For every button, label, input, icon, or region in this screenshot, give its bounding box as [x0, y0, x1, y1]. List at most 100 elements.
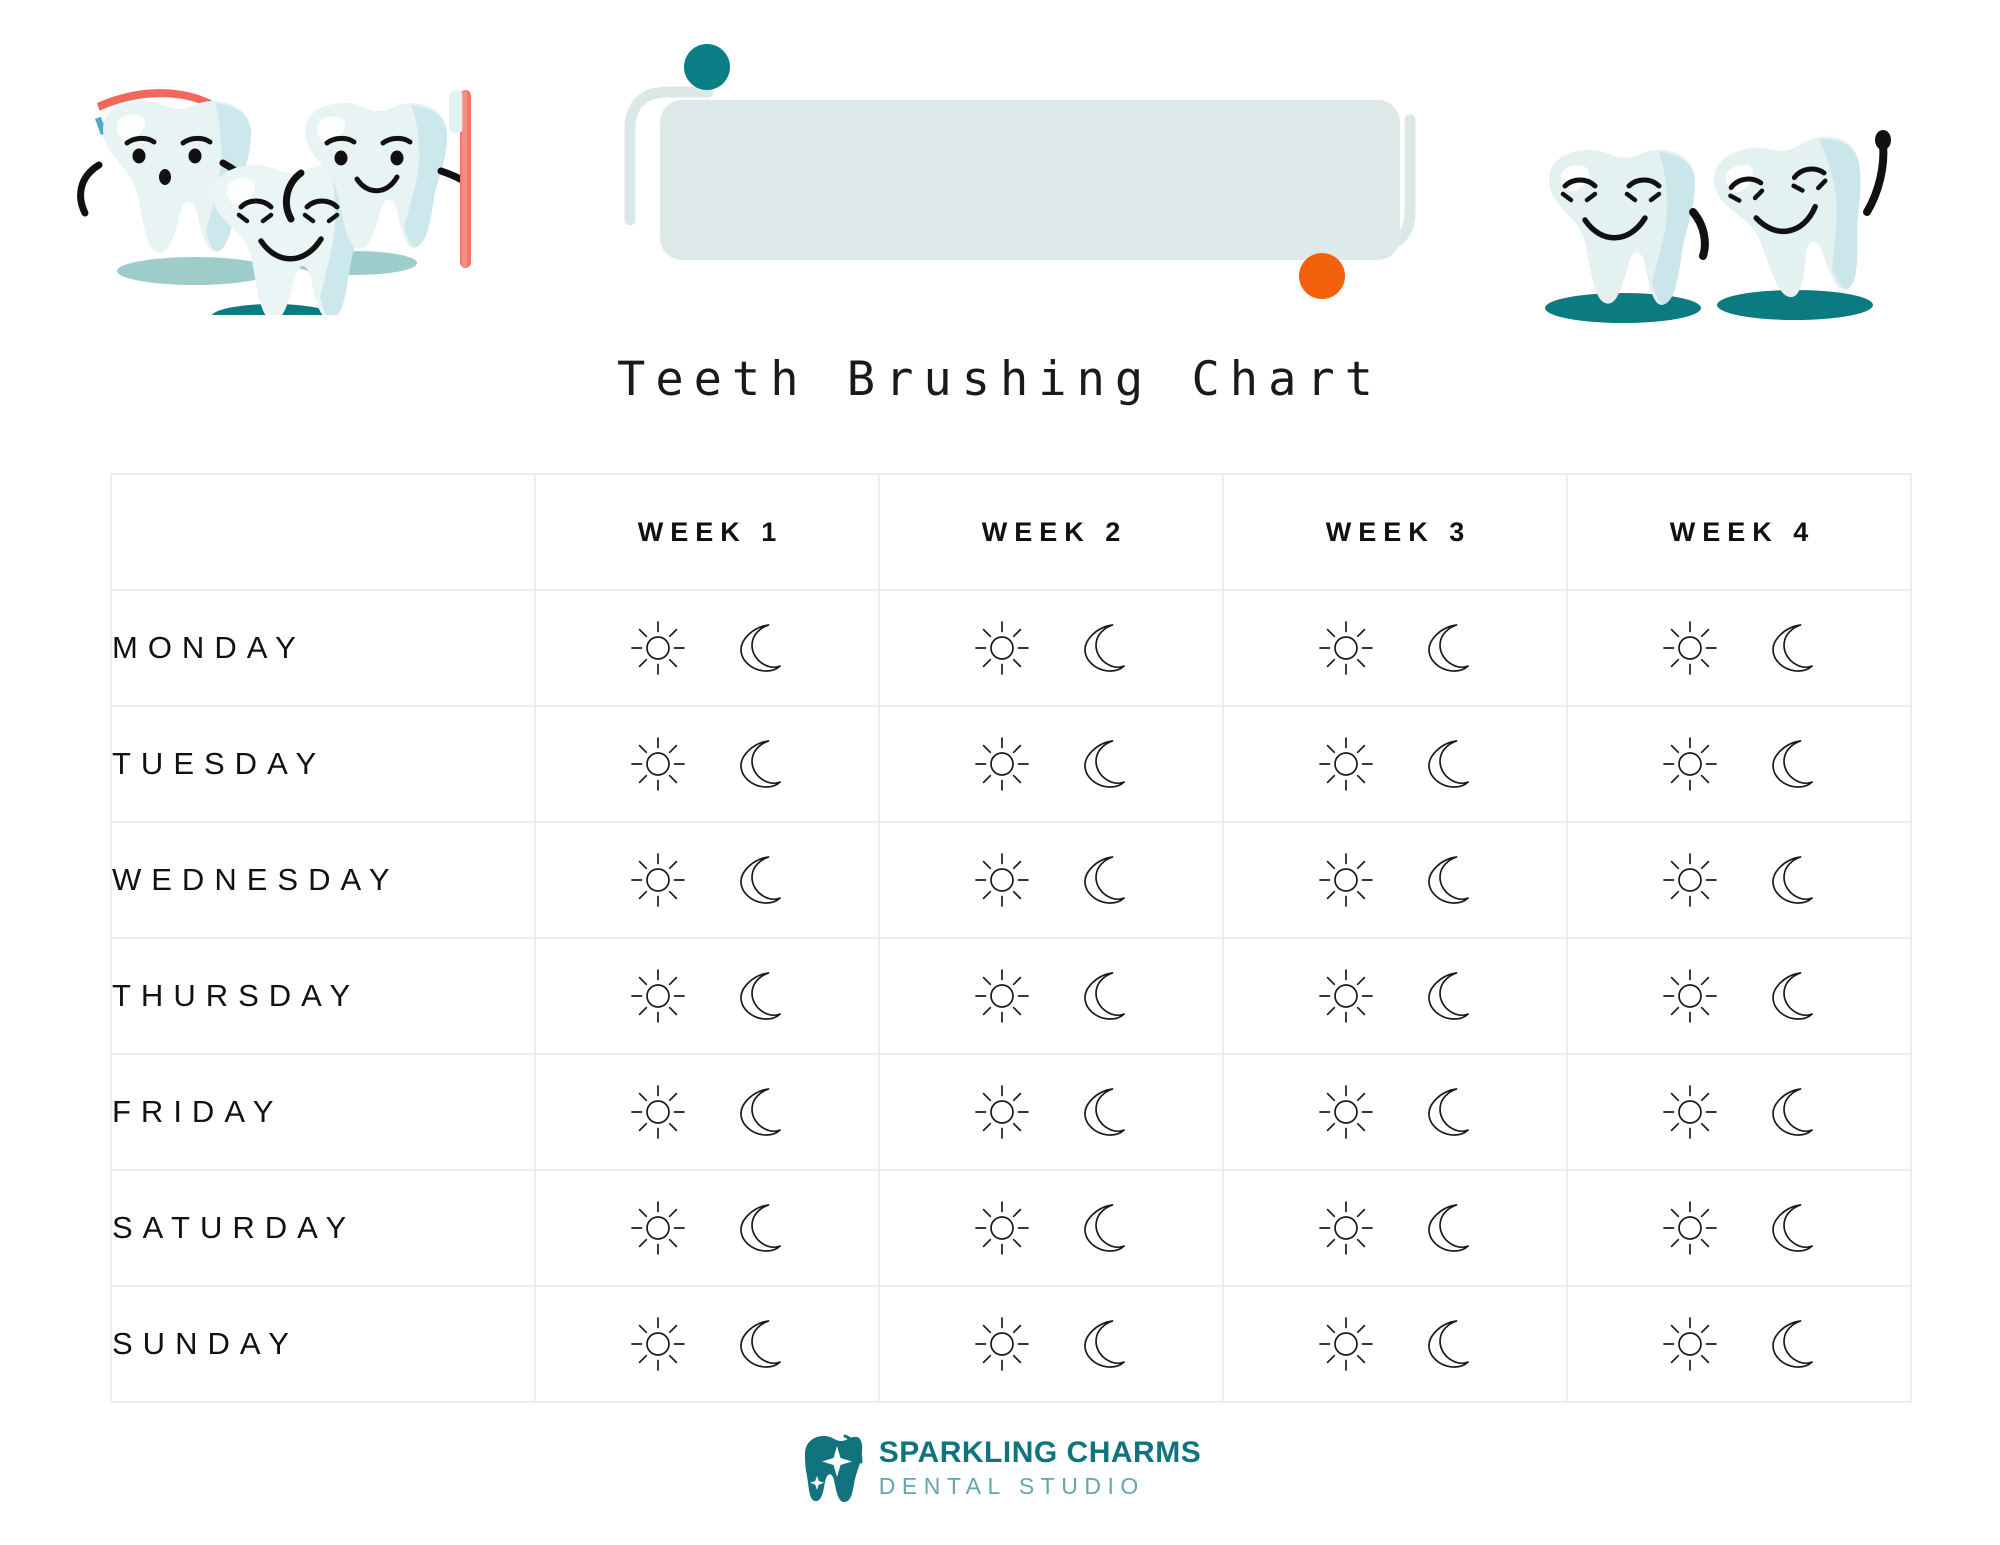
moon-icon[interactable] — [1072, 1200, 1128, 1256]
mark-cell-saturday-week-1[interactable] — [534, 1169, 880, 1287]
column-header-week-3: WEEK 3 — [1222, 473, 1568, 591]
mark-cell-wednesday-week-4[interactable] — [1566, 821, 1912, 939]
moon-icon[interactable] — [1416, 1084, 1472, 1140]
mark-cell-tuesday-week-1[interactable] — [534, 705, 880, 823]
mark-cell-friday-week-2[interactable] — [878, 1053, 1224, 1171]
moon-icon[interactable] — [1072, 968, 1128, 1024]
sun-icon[interactable] — [1318, 620, 1374, 676]
sun-icon[interactable] — [974, 736, 1030, 792]
moon-icon[interactable] — [1416, 1316, 1472, 1372]
sun-icon[interactable] — [974, 1084, 1030, 1140]
sun-moon-pair — [1568, 736, 1910, 792]
day-label-tuesday: TUESDAY — [110, 705, 536, 823]
moon-icon[interactable] — [1760, 1316, 1816, 1372]
sun-icon[interactable] — [1318, 1316, 1374, 1372]
mark-cell-thursday-week-3[interactable] — [1222, 937, 1568, 1055]
mark-cell-tuesday-week-3[interactable] — [1222, 705, 1568, 823]
left-teeth-svg — [77, 89, 471, 330]
mark-cell-wednesday-week-3[interactable] — [1222, 821, 1568, 939]
sun-icon[interactable] — [1662, 1316, 1718, 1372]
mark-cell-sunday-week-1[interactable] — [534, 1285, 880, 1403]
moon-icon[interactable] — [1072, 620, 1128, 676]
table-header-row: WEEK 1 WEEK 2 WEEK 3 WEEK 4 — [110, 473, 1912, 591]
sun-icon[interactable] — [630, 1316, 686, 1372]
moon-icon[interactable] — [1072, 1316, 1128, 1372]
moon-icon[interactable] — [728, 968, 784, 1024]
sun-icon[interactable] — [630, 968, 686, 1024]
sun-icon[interactable] — [974, 620, 1030, 676]
sun-icon[interactable] — [630, 620, 686, 676]
sun-icon[interactable] — [974, 1316, 1030, 1372]
mark-cell-monday-week-3[interactable] — [1222, 589, 1568, 707]
moon-icon[interactable] — [728, 736, 784, 792]
sun-icon[interactable] — [974, 968, 1030, 1024]
mark-cell-sunday-week-4[interactable] — [1566, 1285, 1912, 1403]
moon-icon[interactable] — [1072, 852, 1128, 908]
mark-cell-tuesday-week-4[interactable] — [1566, 705, 1912, 823]
logo-company-name: SPARKLING CHARMS — [878, 1436, 1202, 1469]
note-box[interactable] — [660, 100, 1400, 260]
sun-icon[interactable] — [630, 736, 686, 792]
mark-cell-saturday-week-2[interactable] — [878, 1169, 1224, 1287]
moon-icon[interactable] — [728, 1200, 784, 1256]
sun-icon[interactable] — [1662, 1084, 1718, 1140]
mark-cell-thursday-week-2[interactable] — [878, 937, 1224, 1055]
sun-icon[interactable] — [1662, 1200, 1718, 1256]
mark-cell-monday-week-2[interactable] — [878, 589, 1224, 707]
day-label-sunday: SUNDAY — [110, 1285, 536, 1403]
sun-icon[interactable] — [1318, 968, 1374, 1024]
sun-icon[interactable] — [1662, 736, 1718, 792]
sun-icon[interactable] — [974, 1200, 1030, 1256]
sun-icon[interactable] — [1318, 1200, 1374, 1256]
moon-icon[interactable] — [1760, 968, 1816, 1024]
moon-icon[interactable] — [1416, 968, 1472, 1024]
sun-icon[interactable] — [630, 1200, 686, 1256]
mark-cell-friday-week-4[interactable] — [1566, 1053, 1912, 1171]
sun-icon[interactable] — [1662, 968, 1718, 1024]
sun-icon[interactable] — [630, 1084, 686, 1140]
mark-cell-tuesday-week-2[interactable] — [878, 705, 1224, 823]
mark-cell-sunday-week-3[interactable] — [1222, 1285, 1568, 1403]
orange-dot-icon — [1299, 253, 1345, 299]
sun-icon[interactable] — [1662, 620, 1718, 676]
moon-icon[interactable] — [1416, 852, 1472, 908]
mark-cell-saturday-week-4[interactable] — [1566, 1169, 1912, 1287]
moon-icon[interactable] — [728, 1316, 784, 1372]
moon-icon[interactable] — [1416, 1200, 1472, 1256]
sun-icon[interactable] — [1318, 736, 1374, 792]
moon-icon[interactable] — [1760, 736, 1816, 792]
logo-text-block: SPARKLING CHARMS DENTAL STUDIO — [879, 1438, 1201, 1498]
mark-cell-sunday-week-2[interactable] — [878, 1285, 1224, 1403]
moon-icon[interactable] — [1416, 736, 1472, 792]
day-label-saturday: SATURDAY — [110, 1169, 536, 1287]
moon-icon[interactable] — [1760, 852, 1816, 908]
mark-cell-monday-week-1[interactable] — [534, 589, 880, 707]
moon-icon[interactable] — [1760, 1084, 1816, 1140]
page-title: Teeth Brushing Chart — [617, 352, 1383, 407]
moon-icon[interactable] — [728, 852, 784, 908]
moon-icon[interactable] — [1416, 620, 1472, 676]
moon-icon[interactable] — [728, 1084, 784, 1140]
moon-icon[interactable] — [1760, 620, 1816, 676]
mark-cell-saturday-week-3[interactable] — [1222, 1169, 1568, 1287]
mark-cell-monday-week-4[interactable] — [1566, 589, 1912, 707]
sun-icon[interactable] — [974, 852, 1030, 908]
moon-icon[interactable] — [1760, 1200, 1816, 1256]
mark-cell-friday-week-1[interactable] — [534, 1053, 880, 1171]
mark-cell-thursday-week-1[interactable] — [534, 937, 880, 1055]
brushing-table-wrapper: WEEK 1 WEEK 2 WEEK 3 WEEK 4 MONDAY TUESDA… — [110, 473, 1912, 1403]
sun-icon[interactable] — [1662, 852, 1718, 908]
day-label-friday: FRIDAY — [110, 1053, 536, 1171]
mark-cell-wednesday-week-2[interactable] — [878, 821, 1224, 939]
sun-icon[interactable] — [1318, 852, 1374, 908]
moon-icon[interactable] — [728, 620, 784, 676]
sun-icon[interactable] — [1318, 1084, 1374, 1140]
mark-cell-wednesday-week-1[interactable] — [534, 821, 880, 939]
sun-moon-pair — [1568, 620, 1910, 676]
mark-cell-friday-week-3[interactable] — [1222, 1053, 1568, 1171]
mark-cell-thursday-week-4[interactable] — [1566, 937, 1912, 1055]
moon-icon[interactable] — [1072, 736, 1128, 792]
day-label-wednesday: WEDNESDAY — [110, 821, 536, 939]
sun-icon[interactable] — [630, 852, 686, 908]
moon-icon[interactable] — [1072, 1084, 1128, 1140]
